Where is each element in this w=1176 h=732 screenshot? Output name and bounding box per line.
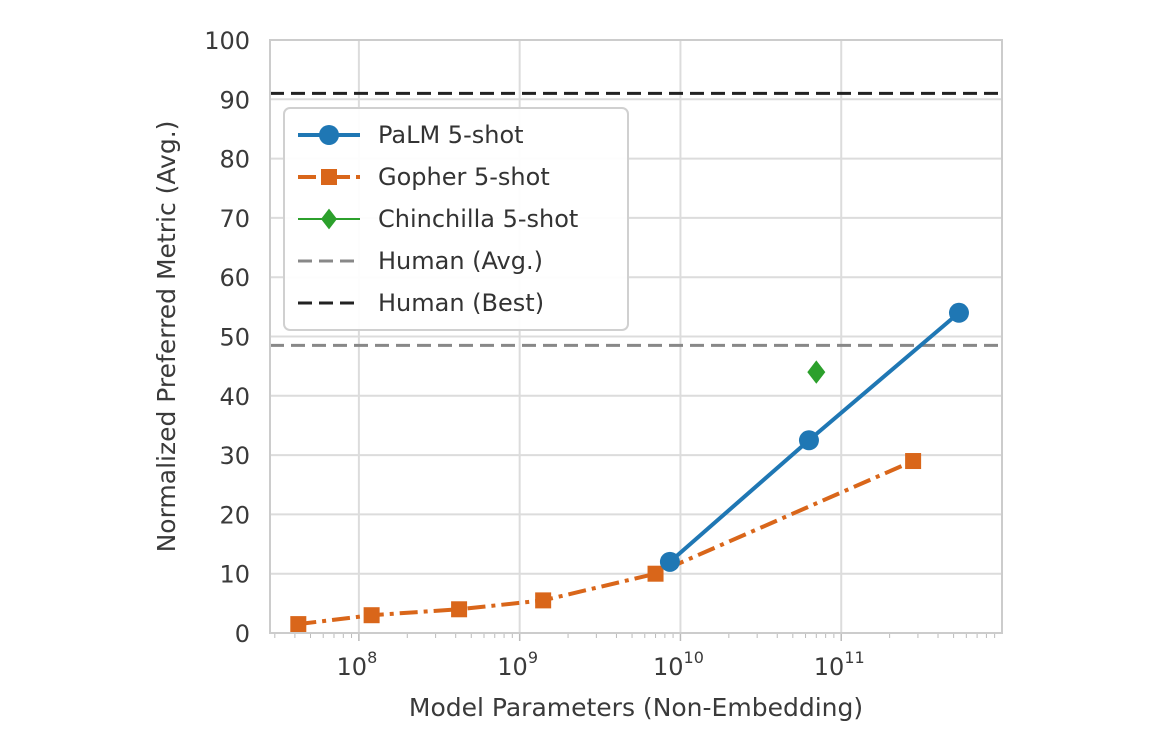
data-point — [647, 565, 664, 582]
y-axis-label: Normalized Preferred Metric (Avg.) — [152, 121, 181, 553]
y-tick-label: 40 — [219, 383, 250, 411]
y-tick-label: 50 — [219, 324, 250, 352]
data-point — [659, 551, 680, 572]
data-point — [905, 453, 922, 470]
legend-entry: Gopher 5-shot — [298, 163, 550, 191]
y-tick-label: 100 — [204, 27, 250, 55]
legend-box — [283, 107, 629, 331]
plot-border — [269, 39, 1003, 634]
tick-labels: 0 10 20 30 40 50 60 70 80 90 100 108 109 1010 1011 — [204, 27, 864, 681]
plot-frame — [269, 39, 1003, 641]
legend-label: PaLM 5-shot — [378, 121, 524, 149]
x-tick-label: 109 — [497, 648, 538, 681]
data-point — [535, 592, 552, 609]
y-tick-label: 10 — [219, 561, 250, 589]
data-point — [319, 125, 339, 145]
data-point — [321, 208, 337, 230]
y-tick-label: 20 — [219, 501, 250, 529]
legend-entry: Human (Best) — [298, 289, 544, 317]
legend-label: Chinchilla 5-shot — [378, 205, 578, 233]
data-point — [798, 430, 819, 451]
data-point — [321, 169, 337, 185]
reference-lines — [270, 91, 1002, 347]
data-point — [948, 302, 969, 323]
x-tick-label: 1010 — [653, 648, 704, 681]
data-point — [290, 616, 307, 633]
legend: PaLM 5-shot Gopher 5-shot Chinchilla 5-sho… — [283, 107, 629, 331]
data-point — [363, 607, 380, 624]
series-gopher-5-shot — [290, 453, 922, 633]
y-tick-label: 30 — [219, 442, 250, 470]
legend-entry: PaLM 5-shot — [298, 121, 524, 149]
legend-label: Human (Best) — [378, 289, 544, 317]
series-chinchilla-5-shot — [807, 360, 826, 384]
y-tick-label: 80 — [219, 146, 250, 174]
y-tick-label: 90 — [219, 86, 250, 114]
y-tick-label: 60 — [219, 264, 250, 292]
series-line — [298, 459, 914, 627]
series — [290, 302, 969, 633]
y-tick-label: 0 — [235, 620, 250, 648]
legend-entry: Human (Avg.) — [298, 247, 543, 275]
legend-label: Human (Avg.) — [378, 247, 543, 275]
data-point — [451, 601, 468, 618]
legend-label: Gopher 5-shot — [378, 163, 550, 191]
x-tick-label: 108 — [337, 648, 378, 681]
series-palm-5-shot — [659, 302, 969, 572]
data-point — [807, 360, 826, 384]
x-axis-label: Model Parameters (Non-Embedding) — [409, 693, 863, 722]
legend-entry: Chinchilla 5-shot — [298, 205, 578, 233]
y-tick-label: 70 — [219, 205, 250, 233]
x-tick-label: 1011 — [814, 648, 865, 681]
